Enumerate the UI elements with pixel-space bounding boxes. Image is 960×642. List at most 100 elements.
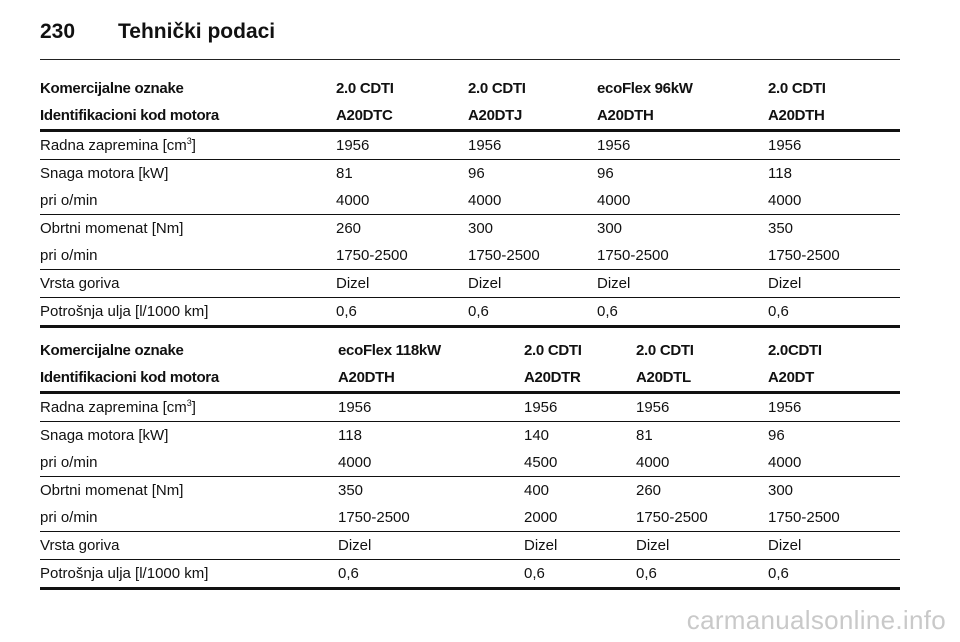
spec-table-1: Komercijalne oznake 2.0 CDTI 2.0 CDTI ec… (40, 75, 900, 328)
header-cell: A20DT (768, 369, 815, 386)
table-cell: 4000 (336, 192, 370, 209)
row-label: pri o/min (40, 192, 98, 209)
spec-table-2: Komercijalne oznake ecoFlex 118kW 2.0 CD… (40, 337, 900, 590)
table-header-row: Identifikacioni kod motora A20DTH A20DTR… (40, 364, 900, 394)
page-number: 230 (40, 20, 76, 43)
header-cell: ecoFlex 118kW (338, 342, 441, 359)
header-cell: 2.0 CDTI (468, 80, 526, 97)
header-cell: A20DTL (636, 369, 691, 386)
row-label: pri o/min (40, 509, 98, 526)
header-cell: A20DTH (768, 107, 825, 124)
row-label: Radna zapremina [cm3] (40, 398, 196, 417)
table-cell: 140 (524, 427, 550, 444)
table-cell: 1956 (468, 137, 502, 154)
table-cell: 260 (336, 220, 362, 237)
table-cell: Dizel (468, 275, 502, 292)
table-row: Obrtni momenat [Nm] 350 400 260 300 (40, 477, 900, 504)
row-label: Potrošnja ulja [l/1000 km] (40, 565, 209, 582)
table-cell: 4000 (597, 192, 631, 209)
header-cell: A20DTR (524, 369, 581, 386)
row-label: pri o/min (40, 454, 98, 471)
table-cell: 1956 (524, 399, 558, 416)
table-row: Obrtni momenat [Nm] 260 300 300 350 (40, 215, 900, 242)
table-cell: 4000 (768, 454, 802, 471)
table-cell: 260 (636, 482, 662, 499)
header-cell: 2.0CDTI (768, 342, 822, 359)
table-cell: 1956 (768, 399, 802, 416)
row-label: Vrsta goriva (40, 275, 120, 292)
table-cell: 0,6 (768, 565, 789, 582)
table-cell: 0,6 (636, 565, 657, 582)
table-cell: 118 (338, 427, 362, 444)
header-cell: 2.0 CDTI (524, 342, 582, 359)
table-cell: 118 (768, 165, 792, 182)
header-cell: 2.0 CDTI (336, 80, 394, 97)
table-row: Potrošnja ulja [l/1000 km] 0,6 0,6 0,6 0… (40, 560, 900, 590)
table-cell: 1956 (768, 137, 802, 154)
table-cell: 4000 (338, 454, 372, 471)
table-cell: 0,6 (338, 565, 359, 582)
table-row: pri o/min 1750-2500 2000 1750-2500 1750-… (40, 504, 900, 532)
header-cell: Identifikacioni kod motora (40, 369, 219, 386)
table-cell: Dizel (336, 275, 370, 292)
table-cell: 0,6 (468, 303, 489, 320)
table-cell: 81 (636, 427, 653, 444)
table-cell: 4500 (524, 454, 558, 471)
table-cell: Dizel (636, 537, 670, 554)
table-cell: Dizel (768, 537, 802, 554)
header-cell: Identifikacioni kod motora (40, 107, 219, 124)
table-row: Snaga motora [kW] 118 140 81 96 (40, 422, 900, 449)
table-row: Radna zapremina [cm3] 1956 1956 1956 195… (40, 394, 900, 422)
table-row: Snaga motora [kW] 81 96 96 118 (40, 160, 900, 187)
header-cell: 2.0 CDTI (636, 342, 694, 359)
table-cell: 4000 (636, 454, 670, 471)
header-divider (40, 59, 900, 60)
row-label: Obrtni momenat [Nm] (40, 482, 184, 499)
row-label: Snaga motora [kW] (40, 165, 169, 182)
table-cell: 0,6 (524, 565, 545, 582)
table-cell: 300 (768, 482, 794, 499)
table-cell: Dizel (768, 275, 802, 292)
table-cell: 4000 (768, 192, 802, 209)
table-row: pri o/min 4000 4500 4000 4000 (40, 449, 900, 477)
table-cell: 350 (338, 482, 364, 499)
table-row: Potrošnja ulja [l/1000 km] 0,6 0,6 0,6 0… (40, 298, 900, 328)
table-cell: 1956 (338, 399, 372, 416)
table-row: Radna zapremina [cm3] 1956 1956 1956 195… (40, 132, 900, 160)
table-cell: 0,6 (768, 303, 789, 320)
table-row: Vrsta goriva Dizel Dizel Dizel Dizel (40, 270, 900, 298)
table-cell: Dizel (524, 537, 558, 554)
table-cell: 1750-2500 (636, 509, 708, 526)
row-label: pri o/min (40, 247, 98, 264)
table-header-row: Komercijalne oznake ecoFlex 118kW 2.0 CD… (40, 337, 900, 364)
row-label: Vrsta goriva (40, 537, 120, 554)
table-cell: 1750-2500 (768, 509, 840, 526)
header-cell: Komercijalne oznake (40, 342, 184, 359)
table-cell: 96 (468, 165, 485, 182)
table-cell: 0,6 (597, 303, 618, 320)
row-label: Radna zapremina [cm3] (40, 136, 196, 155)
table-row: Vrsta goriva Dizel Dizel Dizel Dizel (40, 532, 900, 560)
table-header-row: Komercijalne oznake 2.0 CDTI 2.0 CDTI ec… (40, 75, 900, 102)
header-cell: A20DTC (336, 107, 393, 124)
table-cell: 400 (524, 482, 550, 499)
table-cell: 81 (336, 165, 353, 182)
header-cell: A20DTH (338, 369, 395, 386)
row-label: Snaga motora [kW] (40, 427, 169, 444)
table-cell: 1750-2500 (336, 247, 408, 264)
watermark: carmanualsonline.info (686, 605, 946, 635)
table-cell: 2000 (524, 509, 558, 526)
table-cell: 1750-2500 (768, 247, 840, 264)
table-cell: 1956 (597, 137, 631, 154)
table-cell: 1750-2500 (597, 247, 669, 264)
page-title: Tehnički podaci (118, 20, 276, 43)
row-label: Potrošnja ulja [l/1000 km] (40, 303, 209, 320)
header-cell: ecoFlex 96kW (597, 80, 693, 97)
table-cell: 96 (597, 165, 614, 182)
row-label: Obrtni momenat [Nm] (40, 220, 184, 237)
table-header-row: Identifikacioni kod motora A20DTC A20DTJ… (40, 102, 900, 132)
table-cell: 0,6 (336, 303, 357, 320)
table-cell: 1750-2500 (468, 247, 540, 264)
header-cell: A20DTH (597, 107, 654, 124)
header-cell: A20DTJ (468, 107, 523, 124)
